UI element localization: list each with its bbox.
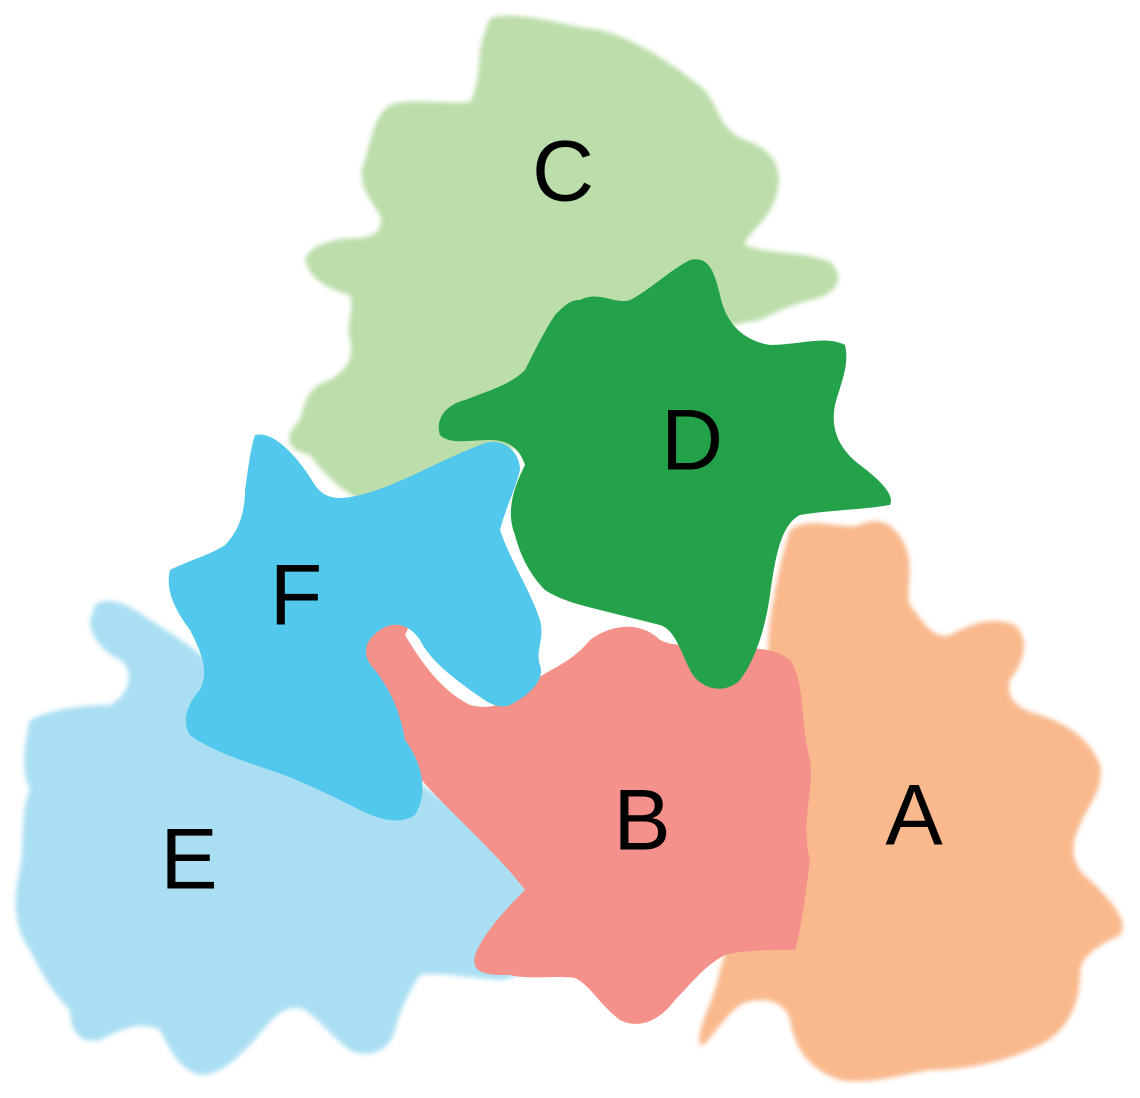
region-label-c: C	[532, 124, 594, 220]
region-label-a: A	[885, 768, 943, 864]
region-c-shape	[289, 15, 839, 500]
region-label-f: F	[270, 548, 323, 644]
region-label-e: E	[160, 812, 217, 908]
region-d-shape	[438, 259, 891, 689]
region-e-shape	[15, 600, 542, 1075]
region-b-shape	[350, 605, 812, 1024]
region-a-shape	[699, 521, 1123, 1082]
region-label-b: B	[613, 773, 670, 869]
region-label-d: D	[661, 393, 723, 489]
region-f-shape	[168, 434, 542, 821]
